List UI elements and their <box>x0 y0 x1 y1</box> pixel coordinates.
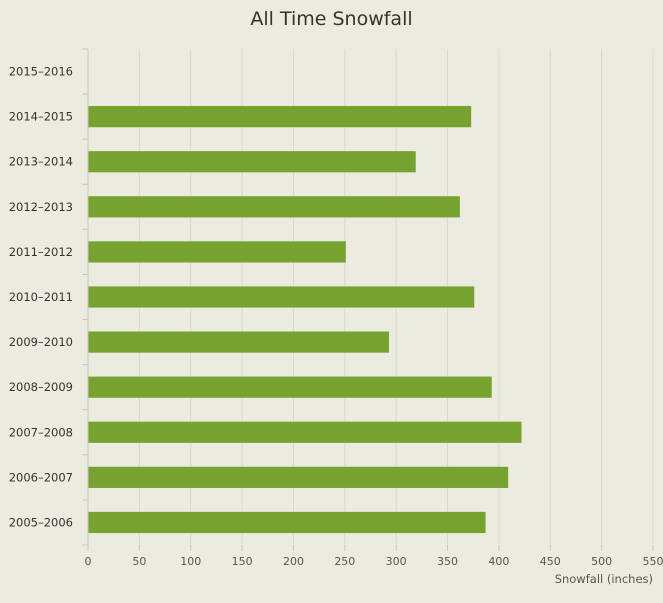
x-tick-label: 100 <box>180 555 201 568</box>
x-tick-label: 150 <box>232 555 253 568</box>
bar[interactable] <box>88 151 416 173</box>
category-label: 2006–2007 <box>9 470 73 484</box>
bar[interactable] <box>88 376 492 398</box>
bar[interactable] <box>88 106 472 128</box>
bar[interactable] <box>88 286 475 308</box>
bar[interactable] <box>88 196 460 218</box>
x-tick-label: 200 <box>283 555 304 568</box>
bar[interactable] <box>88 331 389 353</box>
x-tick-label: 50 <box>132 555 146 568</box>
bar[interactable] <box>88 241 346 263</box>
category-label: 2011–2012 <box>9 245 73 259</box>
bars <box>88 106 522 534</box>
bar[interactable] <box>88 421 522 443</box>
bar[interactable] <box>88 511 486 534</box>
category-label: 2012–2013 <box>9 200 73 214</box>
category-label: 2010–2011 <box>9 290 73 304</box>
tick-labels: 0 50 100 150 200 250 300 350 400 450 500 550 <box>85 555 663 568</box>
x-tick-label: 500 <box>591 555 612 568</box>
x-tick-label: 450 <box>540 555 561 568</box>
x-tick-label: 350 <box>437 555 458 568</box>
category-label: 2008–2009 <box>9 380 73 394</box>
x-tick-label: 550 <box>643 555 663 568</box>
axes <box>82 48 654 551</box>
x-tick-label: 250 <box>334 555 355 568</box>
x-tick-label: 300 <box>386 555 407 568</box>
category-label: 2014–2015 <box>9 110 73 124</box>
category-label: 2005–2006 <box>9 515 73 529</box>
chart-title: All Time Snowfall <box>250 8 413 30</box>
bar[interactable] <box>88 466 509 488</box>
category-label: 2015–2016 <box>9 65 73 79</box>
category-label: 2009–2010 <box>9 335 73 349</box>
x-tick-label: 400 <box>488 555 509 568</box>
x-tick-label: 0 <box>85 555 92 568</box>
category-label: 2013–2014 <box>9 155 73 169</box>
category-label: 2007–2008 <box>9 425 73 439</box>
category-labels: 2015–2016 2014–2015 2013–2014 2012–2013 2011… <box>9 65 73 530</box>
x-axis-title: Snowfall (inches) <box>555 572 653 586</box>
